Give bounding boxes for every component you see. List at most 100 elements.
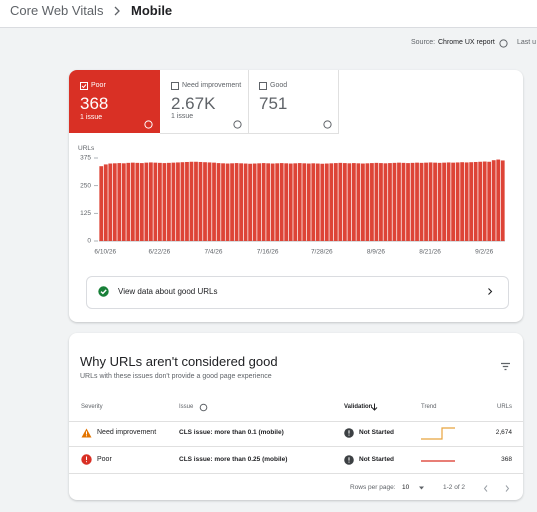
column-header: URLs xyxy=(497,404,513,410)
bar xyxy=(243,163,248,241)
divider xyxy=(69,473,523,474)
bar xyxy=(234,163,239,241)
dropdown-arrow[interactable] xyxy=(418,485,425,491)
page-arrows[interactable] xyxy=(482,484,512,493)
checkbox[interactable] xyxy=(171,82,179,90)
bar xyxy=(252,163,257,241)
help-icon[interactable] xyxy=(499,39,508,48)
tab-sub: 1 issue xyxy=(171,113,194,120)
good-urls-row[interactable] xyxy=(86,276,509,309)
bar xyxy=(347,163,352,241)
bar xyxy=(216,163,221,241)
breadcrumb-parent[interactable]: Core Web Vitals xyxy=(10,3,104,18)
chevron xyxy=(488,288,493,295)
bar xyxy=(410,162,415,241)
tab-poor[interactable] xyxy=(69,70,160,133)
bar xyxy=(338,162,343,241)
y-axis-label: URLs xyxy=(78,145,95,152)
bar xyxy=(153,162,158,241)
urls-count: 2,674 xyxy=(495,429,512,436)
validation: Not Started xyxy=(359,456,395,463)
severity: Poor xyxy=(97,456,112,463)
bar xyxy=(189,161,194,241)
status-icon xyxy=(344,428,354,438)
bar xyxy=(176,162,180,241)
bar xyxy=(135,162,140,241)
issue[interactable]: CLS issue: more than 0.25 (mobile) xyxy=(179,456,288,463)
trend-sparkline xyxy=(421,460,455,462)
x-tick-label: 6/10/26 xyxy=(94,249,116,256)
bar xyxy=(487,161,492,241)
bar xyxy=(428,162,433,241)
bar xyxy=(437,162,442,241)
x-tick-label: 7/28/26 xyxy=(311,249,333,256)
bar xyxy=(230,163,234,241)
checkbox[interactable] xyxy=(259,82,267,90)
status-icon xyxy=(344,455,354,465)
bar xyxy=(333,163,338,241)
bar xyxy=(500,160,505,241)
bar xyxy=(148,162,153,241)
error-icon xyxy=(81,454,92,465)
bar xyxy=(103,164,108,241)
bar xyxy=(351,163,356,241)
bar xyxy=(117,163,122,241)
urls-count: 368 xyxy=(501,456,512,463)
last-updated: Last u xyxy=(517,39,537,46)
source-link[interactable]: Chrome UX report xyxy=(438,39,495,46)
tab-label: Need improvement xyxy=(182,82,242,89)
issues-title: Why URLs aren't considered good xyxy=(80,354,278,369)
tab-need-improvement[interactable] xyxy=(160,70,249,134)
tab-label: Good xyxy=(270,82,288,89)
column-header: Trend xyxy=(421,404,437,410)
good-urls-link[interactable]: View data about good URLs xyxy=(118,287,218,296)
bar xyxy=(185,161,189,241)
bar xyxy=(225,163,230,241)
bar xyxy=(99,166,104,241)
chevron xyxy=(114,6,120,16)
issue[interactable]: CLS issue: more than 0.1 (mobile) xyxy=(179,429,284,436)
bar xyxy=(315,163,320,241)
bar xyxy=(261,163,266,241)
bar xyxy=(158,162,162,241)
bar xyxy=(126,162,131,241)
help-icon[interactable] xyxy=(233,120,242,129)
tab-value: 2.67K xyxy=(171,94,216,113)
bar xyxy=(356,163,361,241)
tab-label: Poor xyxy=(91,82,106,89)
bar xyxy=(424,162,428,241)
bar xyxy=(482,161,487,241)
bar xyxy=(275,163,280,241)
bar xyxy=(284,163,289,241)
column-header[interactable]: Validation xyxy=(344,404,373,410)
bar xyxy=(401,162,406,241)
tab-good[interactable] xyxy=(248,70,339,134)
bar xyxy=(491,160,496,241)
trend-sparkline xyxy=(421,427,455,440)
checkbox[interactable] xyxy=(80,82,88,90)
top-bar xyxy=(0,0,537,28)
bar xyxy=(162,163,167,241)
bar xyxy=(279,163,284,241)
help-icon[interactable] xyxy=(199,403,208,412)
bar xyxy=(239,163,243,241)
help-icon[interactable] xyxy=(323,120,332,129)
bar xyxy=(342,163,347,241)
bar xyxy=(171,162,176,241)
bar xyxy=(297,163,302,241)
bar xyxy=(419,162,424,241)
help-icon[interactable] xyxy=(144,120,153,129)
bar xyxy=(108,163,113,241)
bar xyxy=(464,162,469,241)
bar xyxy=(379,163,383,241)
column-header: Severity xyxy=(81,404,103,410)
bar xyxy=(388,163,392,241)
bar xyxy=(397,162,401,241)
validation: Not Started xyxy=(359,429,395,436)
bar xyxy=(478,161,483,241)
filter-icon[interactable] xyxy=(500,362,511,371)
bar xyxy=(446,162,451,241)
rows-per-page[interactable]: 10 xyxy=(402,484,410,491)
bar xyxy=(180,162,185,241)
